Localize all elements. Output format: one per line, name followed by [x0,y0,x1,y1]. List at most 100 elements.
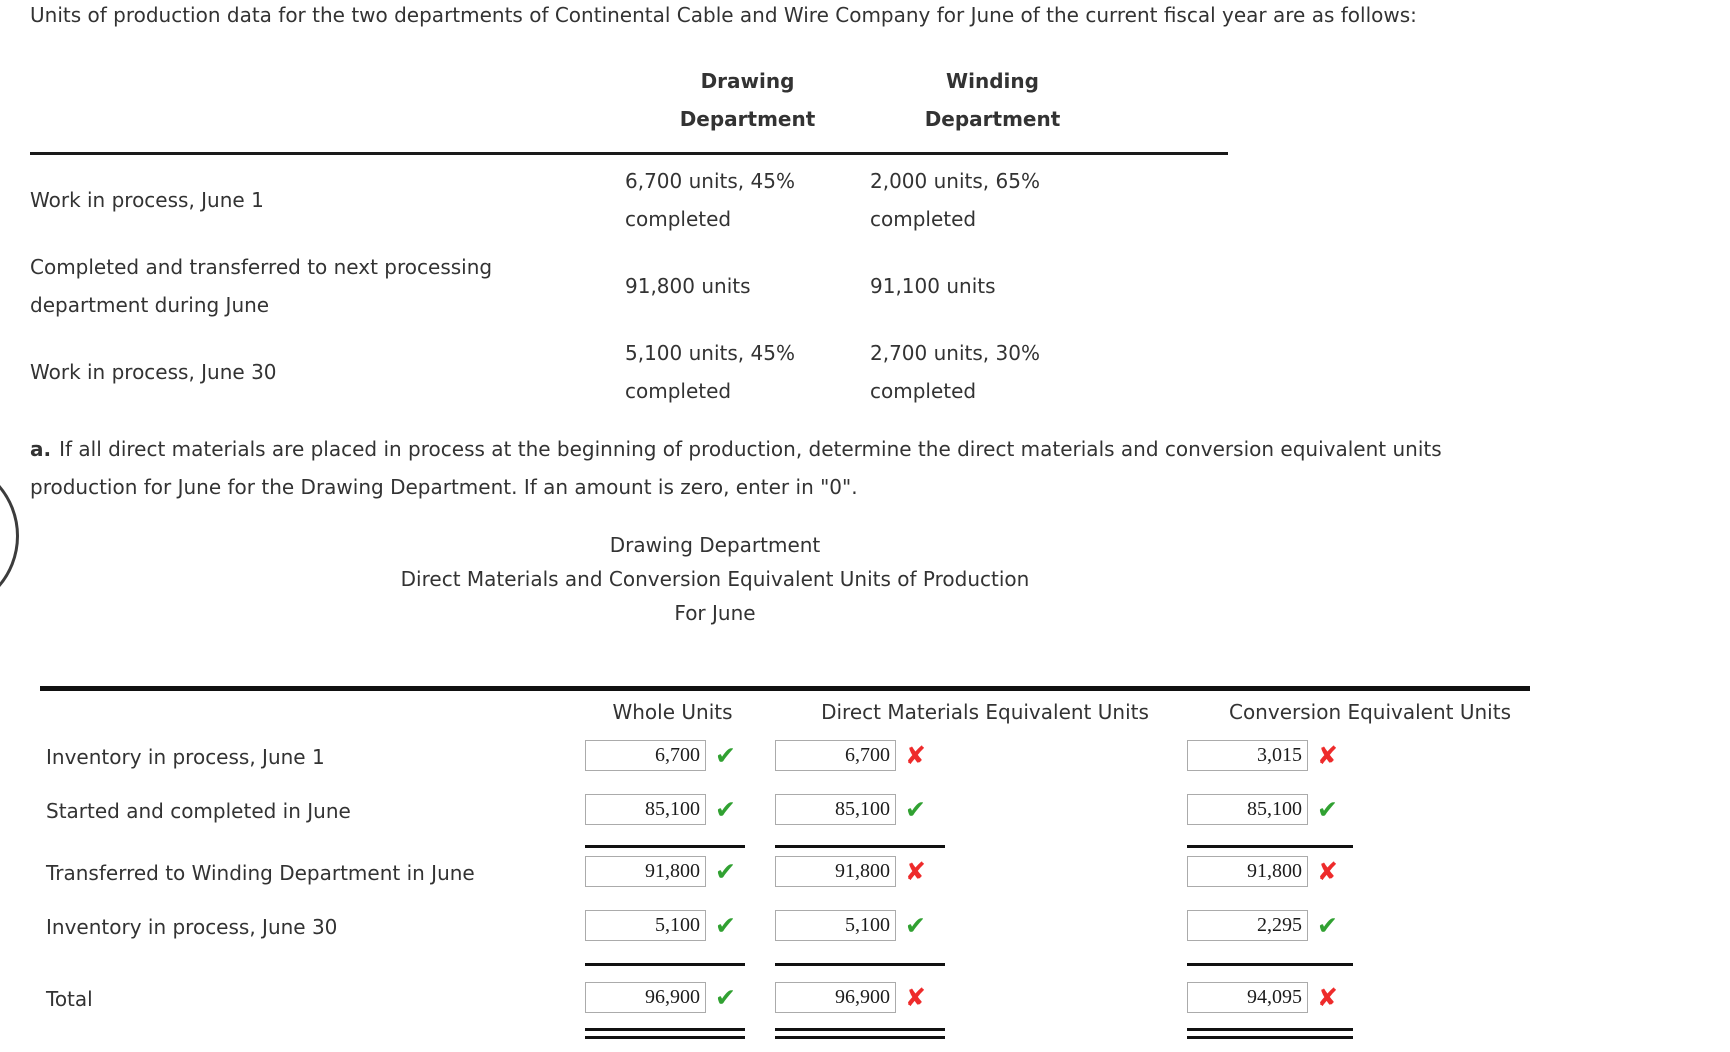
drawing-value: 91,800 units [625,267,870,305]
title-line-statement: Direct Materials and Conversion Equivale… [400,567,1030,591]
pre-total-rule [775,963,945,966]
text-line: 6,700 units, 45% [625,169,795,193]
row-label: Work in process, June 1 [30,181,625,219]
text-line: Work in process, June 1 [30,188,264,212]
table-row: Transferred to Winding Department in Jun… [0,856,1730,892]
text-line: 91,800 units [625,274,751,298]
check-icon: ✔ [1317,795,1338,824]
x-icon: ✘ [905,857,926,886]
direct-materials-input[interactable] [775,856,896,887]
x-icon: ✘ [1317,983,1338,1012]
text-line: 2,700 units, 30% [870,341,1040,365]
total-double-rule [775,1028,945,1031]
subtotal-rule [585,845,745,848]
direct-materials-input[interactable] [775,794,896,825]
direct-materials-input[interactable] [775,982,896,1013]
check-icon: ✔ [715,983,736,1012]
row-label: Completed and transferred to next proces… [30,248,625,324]
table-row: Inventory in process, June 1 ✔ ✘ ✘ [0,740,1730,776]
row-label: Transferred to Winding Department in Jun… [46,861,475,885]
direct-materials-input[interactable] [775,910,896,941]
table-row: Inventory in process, June 30 ✔ ✔ ✔ [0,910,1730,946]
whole-units-cell: ✔ [585,856,760,887]
text-line: completed [870,379,977,403]
pre-total-rule [1187,963,1353,966]
direct-materials-input[interactable] [775,740,896,771]
table-row: Work in process, June 1 6,700 units, 45%… [30,158,1120,242]
header-line: Winding [946,69,1039,93]
column-header-direct-materials: Direct Materials Equivalent Units [821,700,1149,724]
direct-materials-cell: ✘ [775,740,950,771]
title-line-period: For June [674,601,756,625]
table-row: Completed and transferred to next proces… [30,244,1120,328]
x-icon: ✘ [905,983,926,1012]
check-icon: ✔ [715,741,736,770]
whole-units-cell: ✔ [585,982,760,1013]
form-table-top-rule [40,686,1530,691]
text-line: 2,000 units, 65% [870,169,1040,193]
whole-units-cell: ✔ [585,910,760,941]
total-double-rule [775,1036,945,1039]
conversion-input[interactable] [1187,794,1308,825]
text-line: 91,100 units [870,274,996,298]
check-icon: ✔ [905,795,926,824]
source-table-body: Work in process, June 1 6,700 units, 45%… [30,158,1120,416]
question-a: a. If all direct materials are placed in … [30,430,1728,506]
whole-units-input[interactable] [585,794,706,825]
total-double-rule [585,1036,745,1039]
conversion-input[interactable] [1187,856,1308,887]
text-line: department during June [30,293,270,317]
x-icon: ✘ [1317,741,1338,770]
header-line: Drawing [700,69,795,93]
direct-materials-cell: ✔ [775,794,950,825]
subtotal-rule [775,845,945,848]
total-double-rule [1187,1036,1353,1039]
title-line-department: Drawing Department [609,533,821,557]
table-row: Work in process, June 30 5,100 units, 45… [30,330,1120,414]
question-letter: a. [30,437,52,461]
conversion-input[interactable] [1187,740,1308,771]
text-line: Work in process, June 30 [30,360,277,384]
header-line: Department [679,107,816,131]
conversion-cell: ✘ [1187,740,1362,771]
total-double-rule [585,1028,745,1031]
text-line: completed [625,379,732,403]
text-line: completed [870,207,977,231]
column-header-whole-units: Whole Units [612,700,733,724]
whole-units-input[interactable] [585,910,706,941]
drawing-department-header: Drawing Department [625,62,870,138]
question-text: If all direct materials are placed in pr… [59,437,1442,461]
x-icon: ✘ [1317,857,1338,886]
direct-materials-cell: ✘ [775,856,950,887]
text-line: Completed and transferred to next proces… [30,255,493,279]
check-icon: ✔ [1317,911,1338,940]
conversion-input[interactable] [1187,982,1308,1013]
table-row: Started and completed in June ✔ ✔ ✔ [0,794,1730,830]
conversion-cell: ✔ [1187,794,1362,825]
row-label: Work in process, June 30 [30,353,625,391]
question-line: a. If all direct materials are placed in … [30,430,1728,468]
conversion-cell: ✘ [1187,856,1362,887]
intro-paragraph: Units of production data for the two dep… [30,3,1417,27]
winding-value: 91,100 units [870,267,1115,305]
check-icon: ✔ [715,911,736,940]
clipped-circle-decoration [0,458,19,614]
header-line: Department [924,107,1061,131]
column-header-conversion: Conversion Equivalent Units [1228,700,1511,724]
row-label: Inventory in process, June 30 [46,915,338,939]
direct-materials-cell: ✔ [775,910,950,941]
winding-department-header: Winding Department [870,62,1115,138]
table-header-rule [30,152,1228,155]
conversion-input[interactable] [1187,910,1308,941]
direct-materials-cell: ✘ [775,982,950,1013]
whole-units-input[interactable] [585,740,706,771]
whole-units-input[interactable] [585,982,706,1013]
conversion-cell: ✘ [1187,982,1362,1013]
winding-value: 2,700 units, 30% completed [870,334,1115,410]
drawing-value: 6,700 units, 45% completed [625,162,870,238]
winding-value: 2,000 units, 65% completed [870,162,1115,238]
whole-units-input[interactable] [585,856,706,887]
row-label: Inventory in process, June 1 [46,745,325,769]
total-double-rule [1187,1028,1353,1031]
whole-units-cell: ✔ [585,794,760,825]
